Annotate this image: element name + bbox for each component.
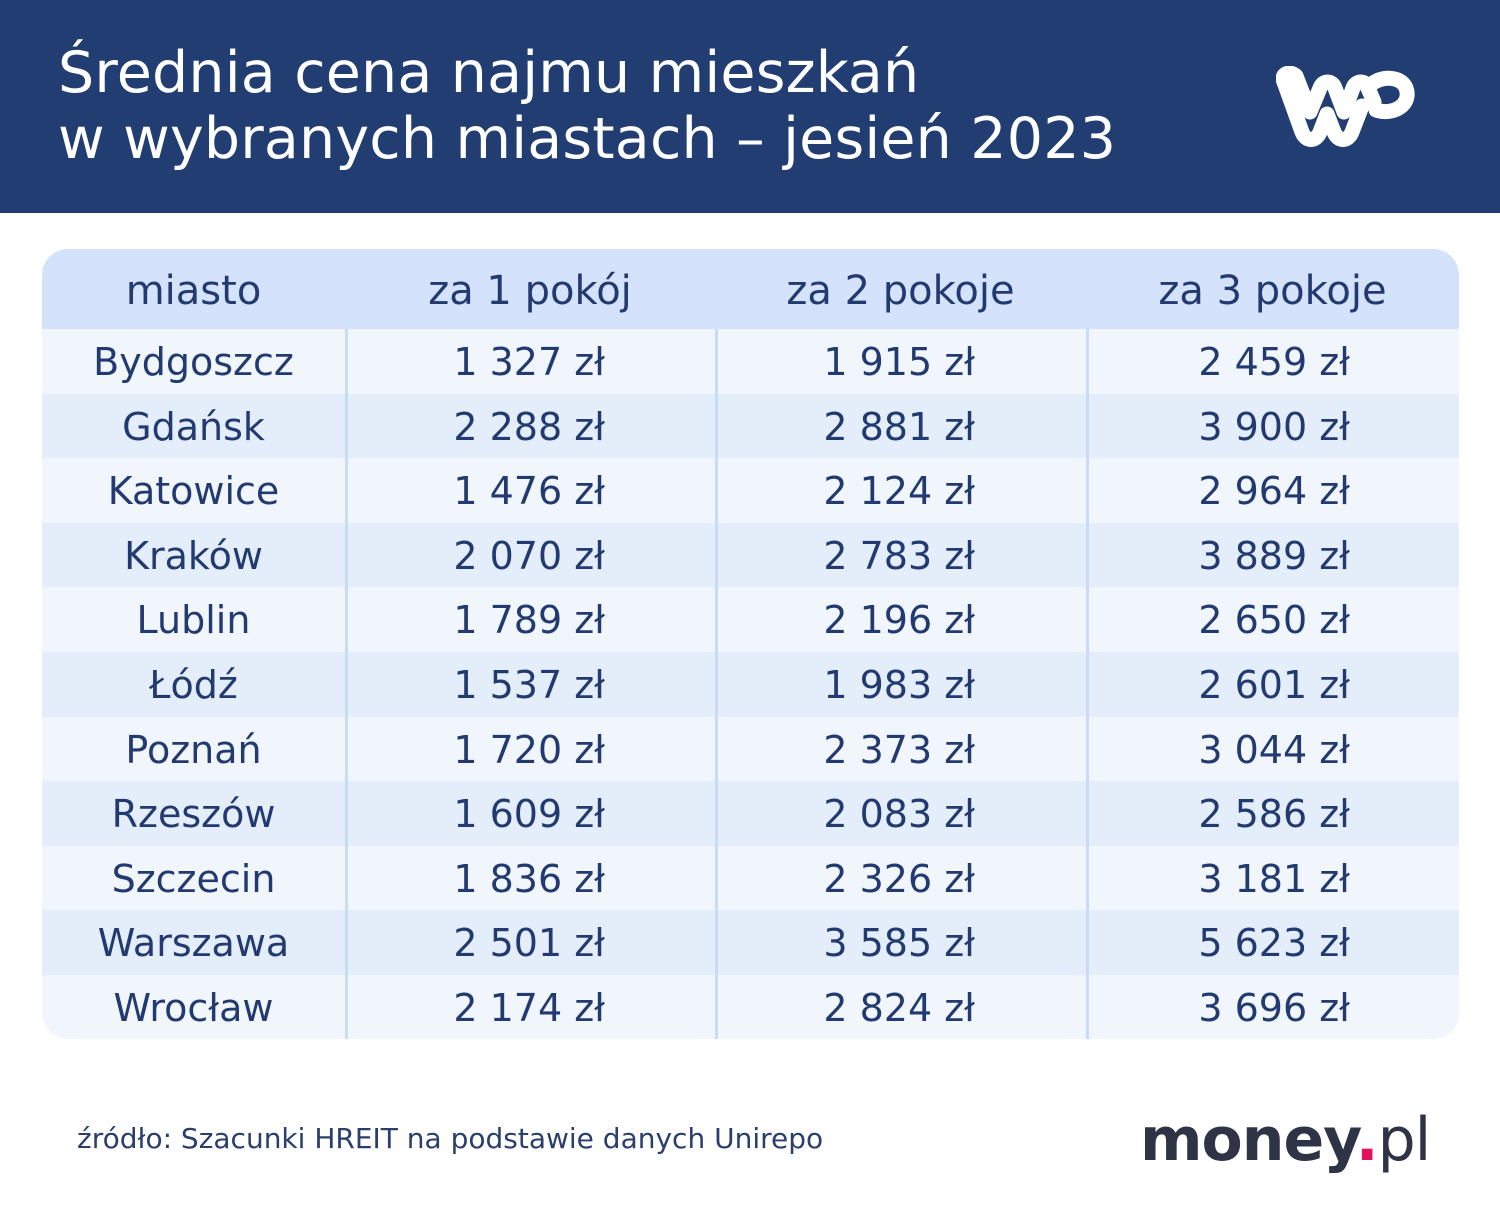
city-cell: Poznań [125, 727, 262, 772]
price-1-room-cell: 1 720 zł [453, 727, 605, 772]
column-header-1-room: za 1 pokój [428, 268, 632, 314]
price-2-rooms-cell: 2 196 zł [823, 598, 975, 643]
table-row: Wrocław 2 174 zł 2 824 zł 3 696 zł [42, 975, 1459, 1039]
table-row: Gdańsk 2 288 zł 2 881 zł 3 900 zł [42, 393, 1459, 459]
price-2-rooms-cell: 1 983 zł [823, 663, 975, 707]
price-3-rooms-cell: 3 181 zł [1198, 856, 1350, 901]
city-cell: Łódź [149, 663, 238, 707]
price-1-room-cell: 2 174 zł [453, 986, 605, 1030]
rent-price-table: miasto za 1 pokój za 2 pokoje za 3 pokoj… [42, 249, 1459, 1039]
table-row: Łódź 1 537 zł 1 983 zł 2 601 zł [42, 652, 1459, 717]
city-cell: Bydgoszcz [93, 340, 294, 384]
table-row: Rzeszów 1 609 zł 2 083 zł 2 586 zł [42, 781, 1459, 846]
price-3-rooms-cell: 2 586 zł [1198, 792, 1350, 837]
price-2-rooms-cell: 3 585 zł [823, 921, 975, 966]
price-3-rooms-cell: 2 964 zł [1198, 469, 1350, 514]
price-3-rooms-cell: 2 459 zł [1198, 340, 1350, 384]
price-1-room-cell: 2 288 zł [453, 404, 605, 449]
table-row: Kraków 2 070 zł 2 783 zł 3 889 zł [42, 522, 1459, 588]
table-row: Warszawa 2 501 zł 3 585 zł 5 623 zł [42, 910, 1459, 975]
header-banner: Średnia cena najmu mieszkań w wybranych … [0, 0, 1500, 213]
price-2-rooms-cell: 2 881 zł [823, 404, 975, 449]
price-1-room-cell: 2 070 zł [453, 533, 605, 578]
price-1-room-cell: 1 327 zł [453, 340, 605, 384]
table-row: Bydgoszcz 1 327 zł 1 915 zł 2 459 zł [42, 329, 1459, 394]
price-2-rooms-cell: 2 326 zł [823, 856, 975, 901]
city-cell: Kraków [124, 533, 263, 578]
price-2-rooms-cell: 2 824 zł [823, 986, 975, 1030]
price-3-rooms-cell: 2 650 zł [1198, 598, 1350, 643]
source-note: źródło: Szacunki HREIT na podstawie dany… [77, 1122, 824, 1155]
price-3-rooms-cell: 5 623 zł [1198, 921, 1350, 966]
price-1-room-cell: 2 501 zł [453, 921, 605, 966]
price-1-room-cell: 1 537 zł [453, 663, 605, 707]
title-line-2: w wybranych miastach – jesień 2023 [58, 106, 1117, 172]
city-cell: Szczecin [111, 856, 276, 901]
price-2-rooms-cell: 2 783 zł [823, 533, 975, 578]
brand-dot: . [1355, 1105, 1379, 1175]
column-header-city: miasto [125, 268, 262, 314]
column-divider [345, 329, 348, 1039]
city-cell: Katowice [107, 469, 280, 514]
price-1-room-cell: 1 609 zł [453, 792, 605, 837]
column-header-3-rooms: za 3 pokoje [1158, 268, 1387, 314]
city-cell: Wrocław [113, 986, 274, 1030]
price-3-rooms-cell: 3 044 zł [1198, 727, 1350, 772]
table-row: Katowice 1 476 zł 2 124 zł 2 964 zł [42, 458, 1459, 523]
table-header: miasto za 1 pokój za 2 pokoje za 3 pokoj… [42, 249, 1459, 329]
chart-title: Średnia cena najmu mieszkań w wybranych … [58, 40, 1208, 172]
brand-tld: pl [1377, 1105, 1432, 1175]
price-2-rooms-cell: 1 915 zł [823, 340, 975, 384]
money-pl-logo: money.pl [1140, 1100, 1432, 1180]
city-cell: Lublin [136, 598, 251, 643]
table-row: Poznań 1 720 zł 2 373 zł 3 044 zł [42, 716, 1459, 782]
wp-logo-icon [1276, 66, 1415, 147]
price-1-room-cell: 1 836 zł [453, 856, 605, 901]
price-2-rooms-cell: 2 373 zł [823, 727, 975, 772]
city-cell: Gdańsk [122, 404, 265, 449]
price-3-rooms-cell: 3 889 zł [1198, 533, 1350, 578]
title-line-1: Średnia cena najmu mieszkań [58, 40, 920, 106]
price-3-rooms-cell: 3 696 zł [1198, 986, 1350, 1030]
city-cell: Rzeszów [111, 792, 276, 837]
price-2-rooms-cell: 2 083 zł [823, 792, 975, 837]
city-cell: Warszawa [97, 921, 290, 966]
column-header-2-rooms: za 2 pokoje [786, 268, 1015, 314]
brand-main: money [1140, 1105, 1357, 1175]
price-3-rooms-cell: 3 900 zł [1198, 404, 1350, 449]
column-divider [1086, 329, 1089, 1039]
table-row: Szczecin 1 836 zł 2 326 zł 3 181 zł [42, 845, 1459, 911]
price-3-rooms-cell: 2 601 zł [1198, 663, 1350, 707]
price-1-room-cell: 1 789 zł [453, 598, 605, 643]
column-divider [715, 329, 718, 1039]
price-2-rooms-cell: 2 124 zł [823, 469, 975, 514]
price-1-room-cell: 1 476 zł [453, 469, 605, 514]
table-row: Lublin 1 789 zł 2 196 zł 2 650 zł [42, 587, 1459, 652]
